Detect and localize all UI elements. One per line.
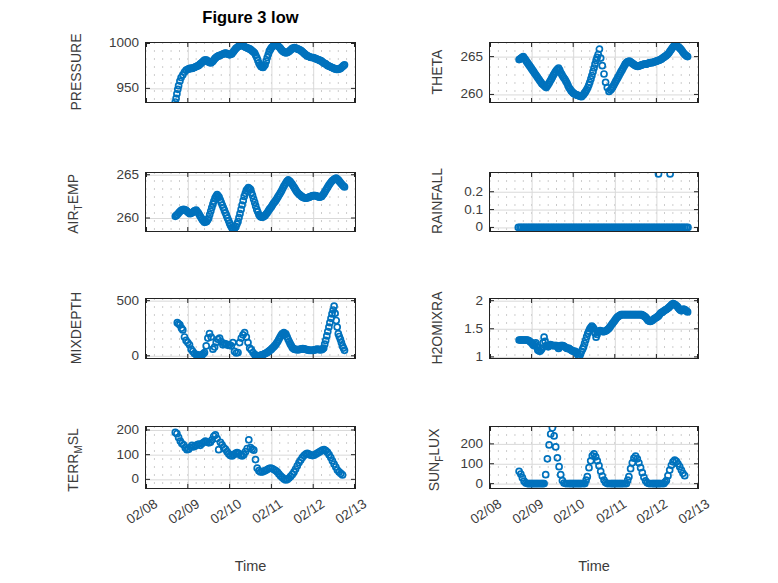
x-axis-label-right: Time [489, 558, 699, 574]
plot-area-rainfall [490, 173, 698, 231]
y-axis-label-text: H2OMIXRA [429, 291, 445, 364]
y-axis-label-text: T [73, 204, 84, 210]
subplot-h2omixra [489, 298, 699, 359]
subplot-rainfall [489, 172, 699, 232]
x-tick-label: 02/09 [154, 496, 202, 535]
plot-area-terr-msl [146, 427, 355, 488]
y-axis-label-mixdepth: MIXDEPTH [66, 253, 86, 403]
major-grid [146, 173, 355, 231]
y-axis-label-h2omixra: H2OMIXRA [427, 253, 447, 403]
y-axis-label-text: SL [65, 428, 81, 445]
y-axis-label-theta: THETA [427, 0, 447, 147]
y-axis-label-text: TERR [65, 453, 81, 491]
plot-area-theta [490, 43, 698, 102]
x-tick-label: 02/11 [237, 496, 285, 535]
y-axis-label-text: LUX [426, 428, 442, 455]
y-tick-label: 100 [93, 447, 139, 463]
y-axis-label-text: MIXDEPTH [68, 291, 84, 363]
plot-area-sun-flux [490, 427, 698, 488]
y-axis-label-text: RAINFALL [429, 168, 445, 234]
y-axis-label-text: PRESSURE [68, 33, 84, 110]
y-tick-label: 1000 [93, 35, 139, 51]
figure-canvas: { "figure": { "title": "Figure 3 low", "… [0, 0, 778, 583]
scatter-series-sun-flux [516, 427, 688, 487]
x-tick-label: 02/10 [539, 496, 587, 535]
axis-ticks [490, 173, 698, 231]
plot-area-pressure [146, 43, 355, 102]
y-axis-label-text: THETA [429, 49, 445, 94]
figure-title: Figure 3 low [145, 8, 356, 27]
y-axis-label-text: F [434, 455, 445, 461]
y-axis-label-text: EMP [65, 174, 81, 204]
scatter-series-rainfall [515, 173, 691, 230]
x-tick-label: 02/12 [622, 496, 670, 535]
subplot-sun-flux [489, 426, 699, 489]
y-tick-label: 200 [93, 422, 139, 438]
subplot-air-temp [145, 172, 356, 232]
scatter-series-mixdepth [174, 303, 347, 358]
x-tick-label: 02/09 [497, 496, 545, 535]
x-tick-label: 02/13 [664, 496, 712, 535]
y-tick-label: 500 [93, 293, 139, 309]
x-tick-label: 02/11 [581, 496, 629, 535]
axis-ticks [146, 173, 355, 231]
major-grid [490, 173, 698, 231]
scatter-series-air-temp [172, 175, 347, 231]
y-tick-label: 0 [93, 471, 139, 487]
y-axis-label-text: M [73, 445, 84, 453]
x-tick-label: 02/08 [112, 496, 160, 535]
y-axis-label-terr-msl: TERRMSL [63, 384, 89, 534]
plot-area-h2omixra [490, 299, 698, 358]
x-axis-label-left: Time [145, 558, 356, 574]
x-tick-label: 02/12 [279, 496, 327, 535]
y-axis-label-text: SUN [426, 461, 442, 491]
y-tick-label: 265 [93, 167, 139, 183]
scatter-series-pressure [172, 43, 347, 102]
scatter-series-theta [516, 43, 691, 100]
subplot-pressure [145, 42, 356, 103]
y-axis-label-pressure: PRESSURE [66, 0, 86, 147]
x-tick-label: 02/08 [456, 496, 504, 535]
y-tick-label: 0 [93, 348, 139, 364]
y-tick-label: 260 [93, 210, 139, 226]
subplot-mixdepth [145, 298, 356, 359]
plot-area-mixdepth [146, 299, 355, 358]
y-tick-label: 950 [93, 80, 139, 96]
y-axis-label-sun-flux: SUNFLUX [424, 384, 450, 534]
scatter-series-terr-msl [172, 429, 345, 483]
plot-area-air-temp [146, 173, 355, 231]
x-tick-label: 02/13 [321, 496, 369, 535]
subplot-theta [489, 42, 699, 103]
subplot-terr-msl [145, 426, 356, 489]
y-axis-label-text: AIR [65, 210, 81, 233]
x-tick-label: 02/10 [195, 496, 243, 535]
